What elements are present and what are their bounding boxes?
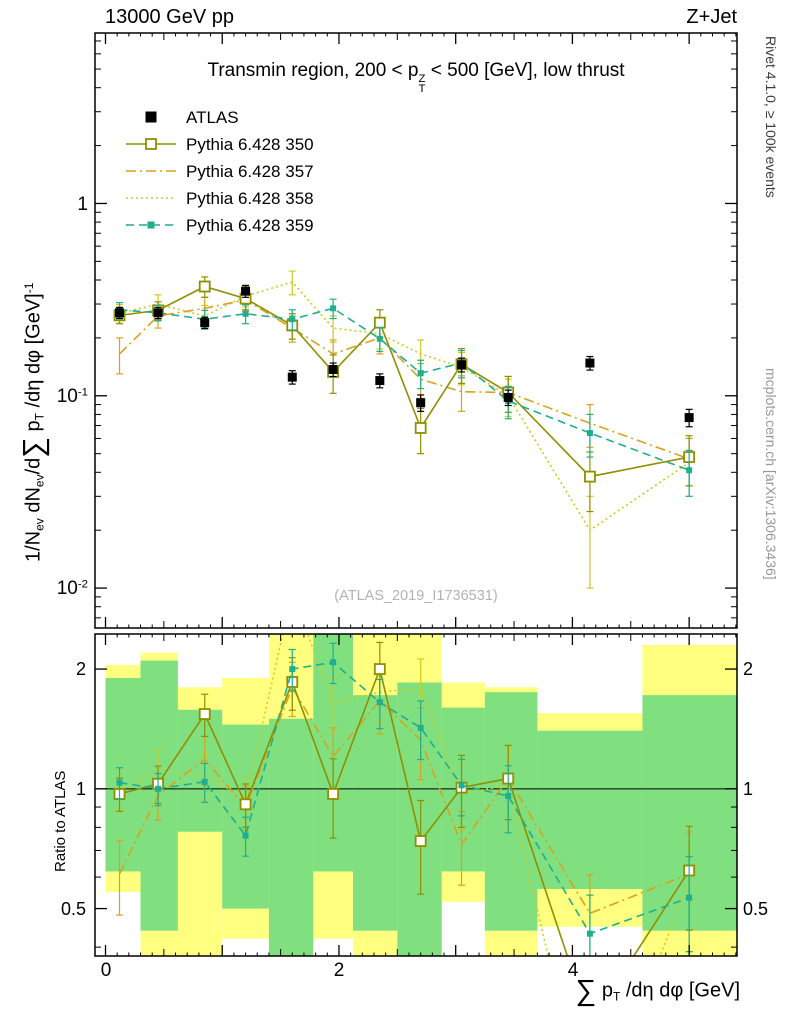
legend-label-pythia-350: Pythia 6.428 350 [186, 135, 314, 154]
ytick-1e-2: 10-2 [56, 578, 88, 599]
ratio-tick-2-right: 2 [743, 659, 754, 679]
legend-label-atlas: ATLAS [186, 108, 239, 127]
ratio-tick-2-left: 2 [75, 659, 86, 679]
legend-label-pythia-359: Pythia 6.428 359 [186, 216, 314, 235]
header-beam-energy: 13000 GeV pp [105, 6, 234, 28]
header-process: Z+Jet [686, 6, 737, 28]
sum-symbol: ∑ [18, 437, 50, 458]
xtick-4: 4 [567, 960, 579, 981]
xtick-2: 2 [333, 960, 345, 981]
sum-symbol-x: ∑ [575, 975, 597, 1007]
ratio-tick-1-left: 1 [75, 779, 86, 799]
x-axis-title: ∑ pT /dη dφ [GeV] [575, 975, 740, 1007]
legend-label-pythia-358: Pythia 6.428 358 [186, 189, 314, 208]
ratio-tick-1-right: 1 [743, 779, 754, 799]
ratio-tick-05-left: 0.5 [60, 899, 86, 919]
mcplots-reference: mcplots.cern.ch [arXiv:1306.3436] [763, 368, 779, 580]
legend-label-pythia-357: Pythia 6.428 357 [186, 162, 314, 181]
ytick-1: 1 [77, 194, 88, 215]
xtick-0: 0 [100, 960, 112, 981]
rivet-version-note: Rivet 4.1.0, ≥ 100k events [763, 36, 779, 198]
ratio-tick-05-right: 0.5 [743, 899, 769, 919]
analysis-id-watermark: (ATLAS_2019_I1736531) [334, 588, 498, 604]
ytick-1e-1: 10-1 [56, 386, 88, 407]
y-axis-title: 1/Nev dNev/d∑ pT /dη dφ [GeV]-1 [18, 282, 50, 562]
